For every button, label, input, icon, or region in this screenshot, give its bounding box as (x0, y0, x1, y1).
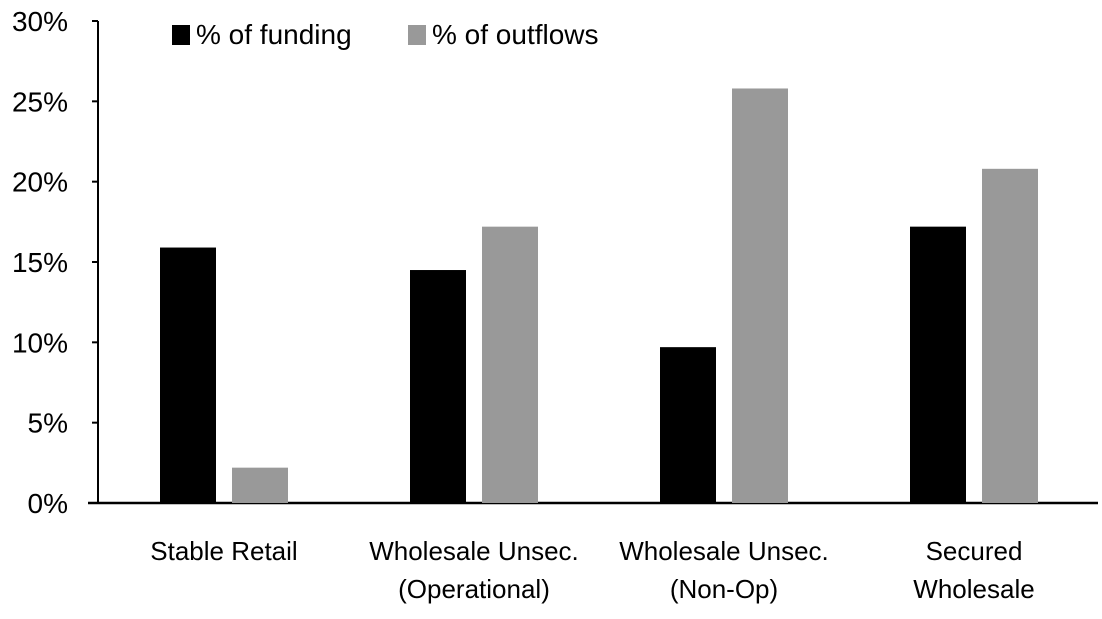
x-tick-label: (Operational) (398, 574, 550, 604)
legend-swatch-outflows (408, 25, 426, 45)
legend-swatch-funding (172, 25, 190, 45)
x-tick-label: Wholesale (913, 574, 1034, 604)
legend-label: % of outflows (432, 19, 599, 50)
bar-outflows (482, 226, 538, 504)
legend-label: % of funding (196, 19, 352, 50)
y-tick-label: 10% (12, 327, 68, 358)
x-tick-label: Wholesale Unsec. (369, 536, 579, 566)
y-tick-label: 0% (28, 488, 68, 519)
bar-funding (910, 226, 966, 504)
y-tick-label: 25% (12, 86, 68, 117)
bar-funding (410, 270, 466, 503)
x-tick-label: Stable Retail (150, 536, 297, 566)
x-tick-label: (Non-Op) (670, 574, 778, 604)
y-tick-label: 15% (12, 247, 68, 278)
x-tick-label: Secured (926, 536, 1023, 566)
y-tick-label: 5% (28, 408, 68, 439)
bar-funding (660, 347, 716, 503)
bar-outflows (982, 168, 1038, 503)
y-tick-label: 30% (12, 6, 68, 37)
y-tick-label: 20% (12, 167, 68, 198)
x-tick-label: Wholesale Unsec. (619, 536, 829, 566)
bar-funding (160, 247, 216, 503)
bar-outflows (732, 88, 788, 503)
bar-outflows (232, 467, 288, 503)
